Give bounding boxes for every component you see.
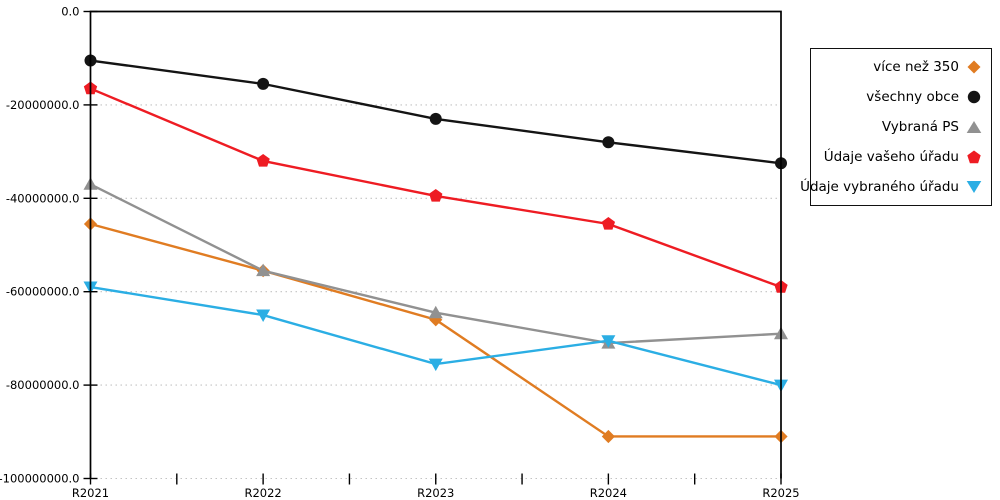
legend-label: Údaje vybraného úřadu xyxy=(800,179,959,195)
triangle-down-marker-icon xyxy=(966,181,982,193)
series-4-marker xyxy=(428,358,443,372)
series-2-marker xyxy=(428,305,443,319)
plot-frame xyxy=(89,10,782,479)
legend-label: všechny obce xyxy=(866,89,959,105)
pentagon-marker-icon xyxy=(967,150,981,164)
series-3-marker xyxy=(429,188,443,202)
x-axis-label: R2024 xyxy=(590,486,627,500)
legend-label: Údaje vašeho úřadu xyxy=(823,149,959,165)
series-0-marker xyxy=(601,429,615,444)
legend-item: všechny obce xyxy=(811,82,991,112)
series-3-marker xyxy=(256,153,270,167)
series-4-marker xyxy=(601,335,616,348)
y-axis-label: -20000000.0 xyxy=(6,98,80,112)
series-1-marker xyxy=(257,77,270,90)
legend-label: více než 350 xyxy=(873,59,959,75)
series-line-1 xyxy=(90,59,782,165)
legend-item: Vybraná PS xyxy=(811,112,991,142)
series-1-marker xyxy=(602,136,615,149)
legend-label: Vybraná PS xyxy=(881,119,959,135)
y-axis-label: 0.0 xyxy=(61,5,79,19)
series-line-0 xyxy=(90,222,781,438)
x-axis-label: R2021 xyxy=(72,486,109,500)
circle-marker-icon xyxy=(967,90,981,104)
x-axis-label: R2023 xyxy=(417,486,454,500)
y-axis-label: -40000000.0 xyxy=(6,191,80,205)
series-4-marker xyxy=(256,309,271,323)
x-axis-label: R2022 xyxy=(244,486,281,500)
legend-item: více než 350 xyxy=(811,52,991,82)
diamond-marker-icon xyxy=(967,60,981,74)
x-axis-label: R2025 xyxy=(762,486,799,500)
legend-item: Údaje vašeho úřadu xyxy=(811,142,991,172)
y-axis-label: -60000000.0 xyxy=(6,285,80,299)
series-1-marker xyxy=(429,112,442,125)
series-3-marker xyxy=(601,216,616,230)
y-axis-label: -80000000.0 xyxy=(6,378,80,392)
series-2-marker xyxy=(256,263,271,277)
triangle-up-marker-icon xyxy=(966,121,982,133)
y-axis-label: -100000000.0 xyxy=(0,472,80,486)
legend-item: Údaje vybraného úřadu xyxy=(800,172,991,202)
chart-legend: více než 350 všechny obce Vybraná PS Úda… xyxy=(800,48,992,206)
